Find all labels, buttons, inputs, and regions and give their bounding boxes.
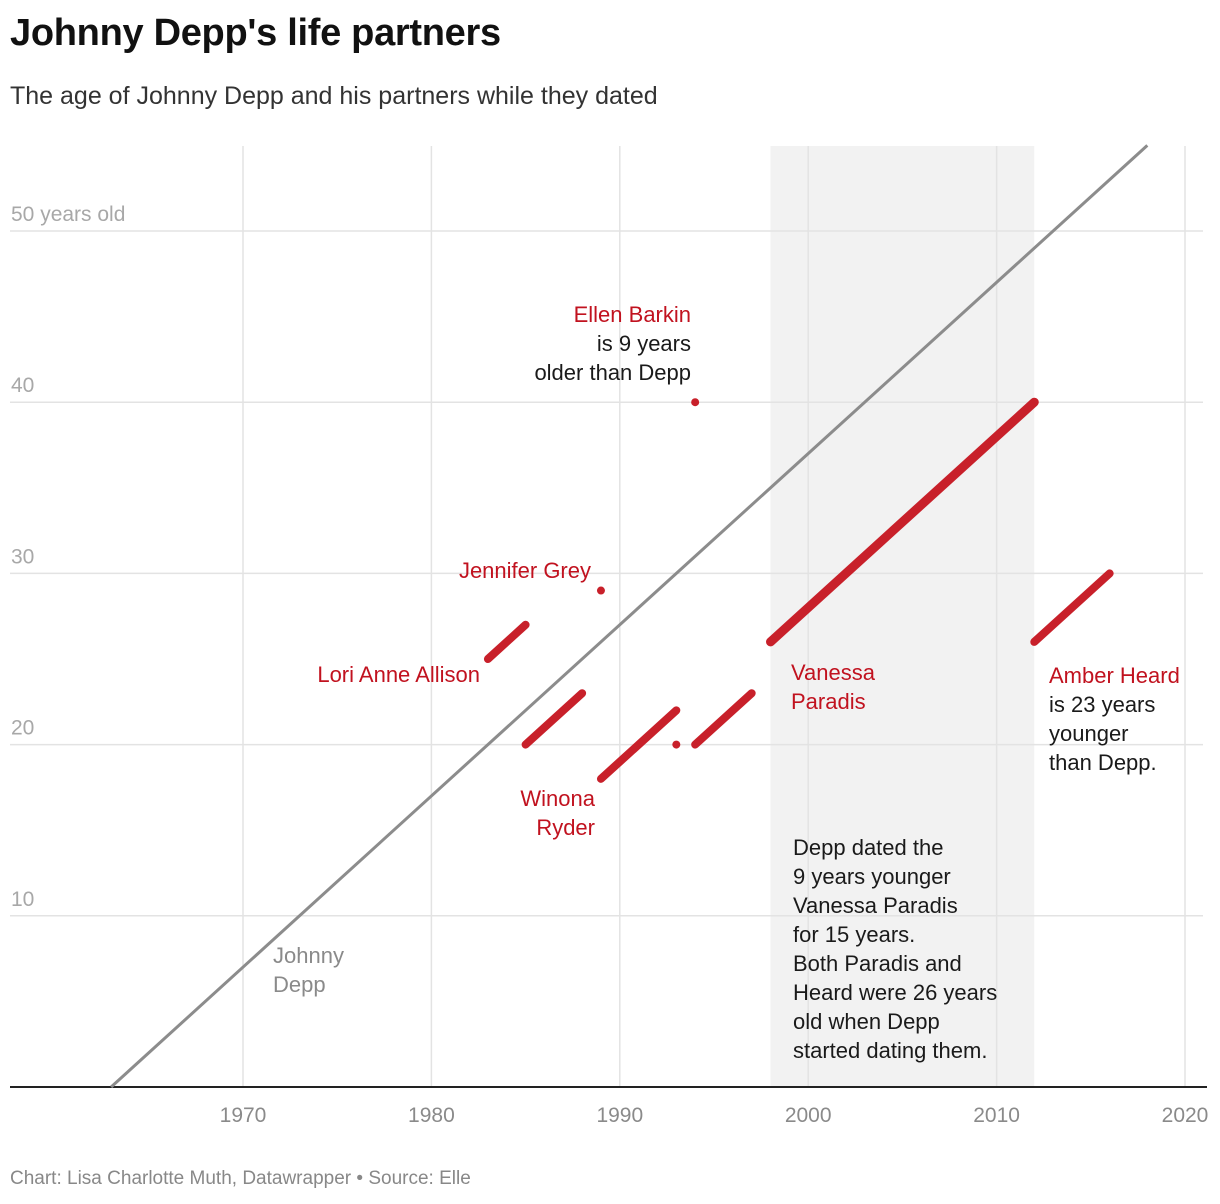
- y-tick-label-30: 30: [11, 545, 34, 568]
- x-tick-label-1990: 1990: [596, 1104, 643, 1127]
- y-tick-label-50: 50 years old: [11, 203, 125, 226]
- band-note-line-4: for 15 years.: [793, 922, 916, 947]
- y-tick-label-10: 10: [11, 888, 34, 911]
- footer-source: Source: Elle: [368, 1168, 471, 1189]
- series-line-segment-6: [691, 689, 756, 749]
- amber-heard-label: Amber Heard: [1049, 663, 1180, 688]
- x-tick-label-2020: 2020: [1162, 1104, 1209, 1127]
- x-tick-label-2000: 2000: [785, 1104, 832, 1127]
- band-note: Depp dated the 9 years younger Vanessa P…: [793, 833, 997, 1065]
- vanessa-paradis-label-1: Vanessa: [791, 660, 875, 685]
- ellen-barkin-note-1: is 9 years: [596, 331, 691, 356]
- amber-heard-note-3: than Depp.: [1049, 750, 1157, 775]
- annotation-ellen-barkin: Ellen Barkin is 9 years older than Depp: [440, 300, 691, 387]
- johnny-depp-label-1: Johnny: [273, 943, 344, 968]
- band-note-line-8: started dating them.: [793, 1038, 988, 1063]
- chart-subtitle: The age of Johnny Depp and his partners …: [10, 82, 658, 110]
- amber-heard-note-2: younger: [1049, 721, 1129, 746]
- johnny-depp-label: Johnny Depp: [273, 941, 344, 999]
- series-point-segment-5: [672, 740, 681, 749]
- highlight-band: [770, 146, 1035, 1087]
- band-note-line-5: Both Paradis and: [793, 951, 962, 976]
- footer-credit: Chart: Lisa Charlotte Muth, Datawrapper: [10, 1168, 352, 1189]
- footer-separator: •: [351, 1168, 369, 1189]
- band-note-line-1: Depp dated the: [793, 835, 944, 860]
- lori-anne-allison-label: Lori Anne Allison: [317, 662, 480, 687]
- band-note-line-2: 9 years younger: [793, 864, 951, 889]
- ellen-barkin-label: Ellen Barkin: [573, 302, 691, 327]
- band-note-line-6: Heard were 26 years: [793, 980, 998, 1005]
- band-note-line-3: Vanessa Paradis: [793, 893, 958, 918]
- amber-heard-note-1: is 23 years: [1049, 692, 1156, 717]
- annotation-amber-heard: Amber Heard is 23 years younger than Dep…: [1049, 661, 1180, 777]
- winona-ryder-label: Winona Ryder: [455, 784, 595, 842]
- jennifer-grey-label: Jennifer Grey: [458, 558, 591, 583]
- ellen-barkin-note-2: older than Depp: [534, 360, 691, 385]
- winona-ryder-label-1: Winona: [520, 786, 595, 811]
- series-line-lori-anne-allison: [483, 620, 530, 663]
- series-line-segment-4: [596, 706, 681, 783]
- series-point-ellen-barkin: [691, 398, 700, 407]
- vanessa-paradis-label: Vanessa Paradis: [791, 658, 875, 716]
- chart-footer: Chart: Lisa Charlotte Muth, Datawrapper …: [10, 1168, 471, 1190]
- series-line-winona-ryder: [521, 689, 587, 749]
- vanessa-paradis-label-2: Paradis: [791, 689, 866, 714]
- chart-title: Johnny Depp's life partners: [10, 12, 501, 54]
- winona-ryder-label-2: Ryder: [536, 815, 595, 840]
- series-line-johnny-depp: [110, 144, 1149, 1089]
- series-line-amber-heard: [1030, 569, 1114, 646]
- johnny-depp-label-2: Depp: [273, 972, 326, 997]
- series-point-jennifer-grey: [596, 586, 605, 595]
- series-line-vanessa-paradis: [766, 397, 1039, 647]
- x-tick-label-1970: 1970: [220, 1104, 267, 1127]
- y-tick-label-20: 20: [11, 717, 34, 740]
- y-tick-label-40: 40: [11, 374, 34, 397]
- x-tick-label-2010: 2010: [973, 1104, 1020, 1127]
- band-note-line-7: old when Depp: [793, 1009, 940, 1034]
- x-tick-label-1980: 1980: [408, 1104, 455, 1127]
